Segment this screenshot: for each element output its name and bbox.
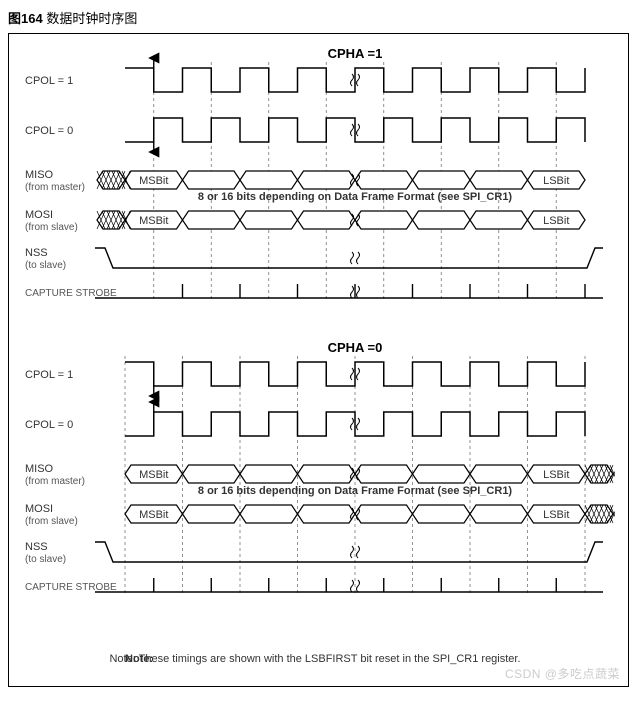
svg-text:LSBit: LSBit: [543, 469, 569, 481]
svg-text:CPOL = 1: CPOL = 1: [25, 75, 73, 87]
svg-text:(to slave): (to slave): [25, 554, 66, 565]
svg-text:LSBit: LSBit: [543, 215, 569, 227]
svg-text:(to slave): (to slave): [25, 260, 66, 271]
svg-text:MSBit: MSBit: [139, 175, 168, 187]
svg-text:(from slave): (from slave): [25, 222, 78, 233]
svg-text:(from slave): (from slave): [25, 516, 78, 527]
svg-text:MISO: MISO: [25, 169, 54, 181]
figure-number: 图164: [8, 11, 43, 26]
svg-text:NSS: NSS: [25, 247, 48, 259]
svg-text:MSBit: MSBit: [139, 215, 168, 227]
svg-text:CPOL = 0: CPOL = 0: [25, 419, 73, 431]
svg-text:Note: These timings are shown: Note: These timings are shown with the L…: [109, 653, 520, 665]
figure-title: 数据时钟时序图: [46, 11, 137, 26]
svg-text:CPHA =1: CPHA =1: [328, 46, 383, 61]
svg-text:CPOL = 0: CPOL = 0: [25, 125, 73, 137]
svg-text:Note:: Note:: [125, 653, 153, 665]
svg-text:MOSI: MOSI: [25, 209, 53, 221]
svg-text:CPOL = 1: CPOL = 1: [25, 369, 73, 381]
svg-text:(from master): (from master): [25, 476, 85, 487]
svg-text:8 or 16 bits depending on Data: 8 or 16 bits depending on Data Frame For…: [198, 191, 513, 203]
svg-text:MOSI: MOSI: [25, 503, 53, 515]
svg-text:MISO: MISO: [25, 463, 54, 475]
svg-text:8 or 16 bits depending on Data: 8 or 16 bits depending on Data Frame For…: [198, 485, 513, 497]
svg-text:MSBit: MSBit: [139, 509, 168, 521]
figure-caption: 图164 数据时钟时序图: [8, 8, 629, 27]
timing-diagram: CPHA =1CPOL = 1CPOL = 0MISO(from master)…: [15, 40, 615, 680]
svg-text:CPHA =0: CPHA =0: [328, 340, 383, 355]
svg-text:LSBit: LSBit: [543, 175, 569, 187]
svg-text:LSBit: LSBit: [543, 509, 569, 521]
svg-text:NSS: NSS: [25, 541, 48, 553]
svg-text:(from master): (from master): [25, 182, 85, 193]
svg-text:MSBit: MSBit: [139, 469, 168, 481]
diagram-frame: CPHA =1CPOL = 1CPOL = 0MISO(from master)…: [8, 33, 629, 687]
